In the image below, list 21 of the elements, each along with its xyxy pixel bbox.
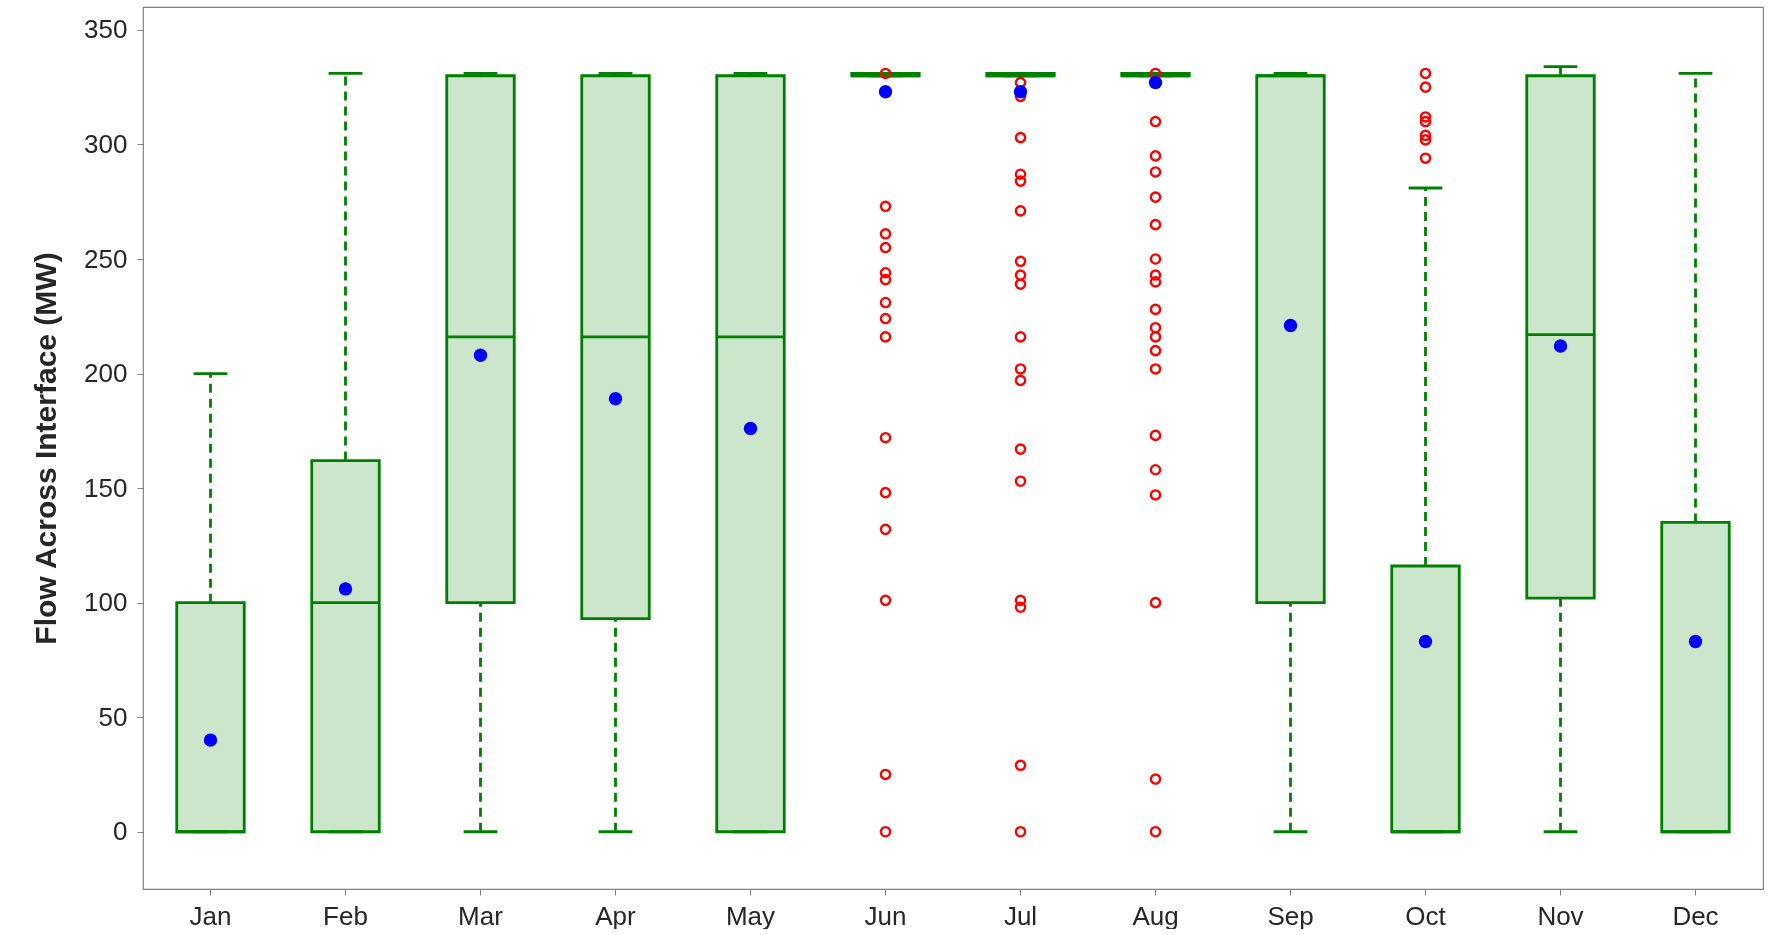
- x-tick-label: Oct: [1405, 900, 1447, 931]
- y-tick-label: 200: [84, 358, 128, 389]
- x-tick-label: Apr: [595, 900, 637, 931]
- x-tick-label: Aug: [1132, 900, 1179, 931]
- x-tick-label: Sep: [1267, 900, 1314, 931]
- y-tick-label: 100: [84, 587, 128, 618]
- x-tick-label: Jan: [189, 900, 232, 931]
- y-axis-title: Flow Across Interface (MW): [29, 252, 63, 645]
- y-tick-label: 50: [98, 701, 128, 732]
- x-tick-label: Jun: [864, 900, 907, 931]
- x-tick-label: Mar: [458, 900, 504, 931]
- y-tick-label: 250: [84, 243, 128, 274]
- y-tick-label: 150: [84, 472, 128, 503]
- x-tick-label: Feb: [323, 900, 368, 931]
- x-tick-label: Jul: [1003, 900, 1038, 931]
- y-tick-label: 350: [84, 14, 128, 45]
- y-tick-label: 0: [113, 816, 128, 847]
- y-tick-label: 300: [84, 128, 128, 159]
- x-tick-label: Nov: [1537, 900, 1584, 931]
- x-tick-label: May: [725, 900, 776, 931]
- x-tick-label: Dec: [1672, 900, 1719, 931]
